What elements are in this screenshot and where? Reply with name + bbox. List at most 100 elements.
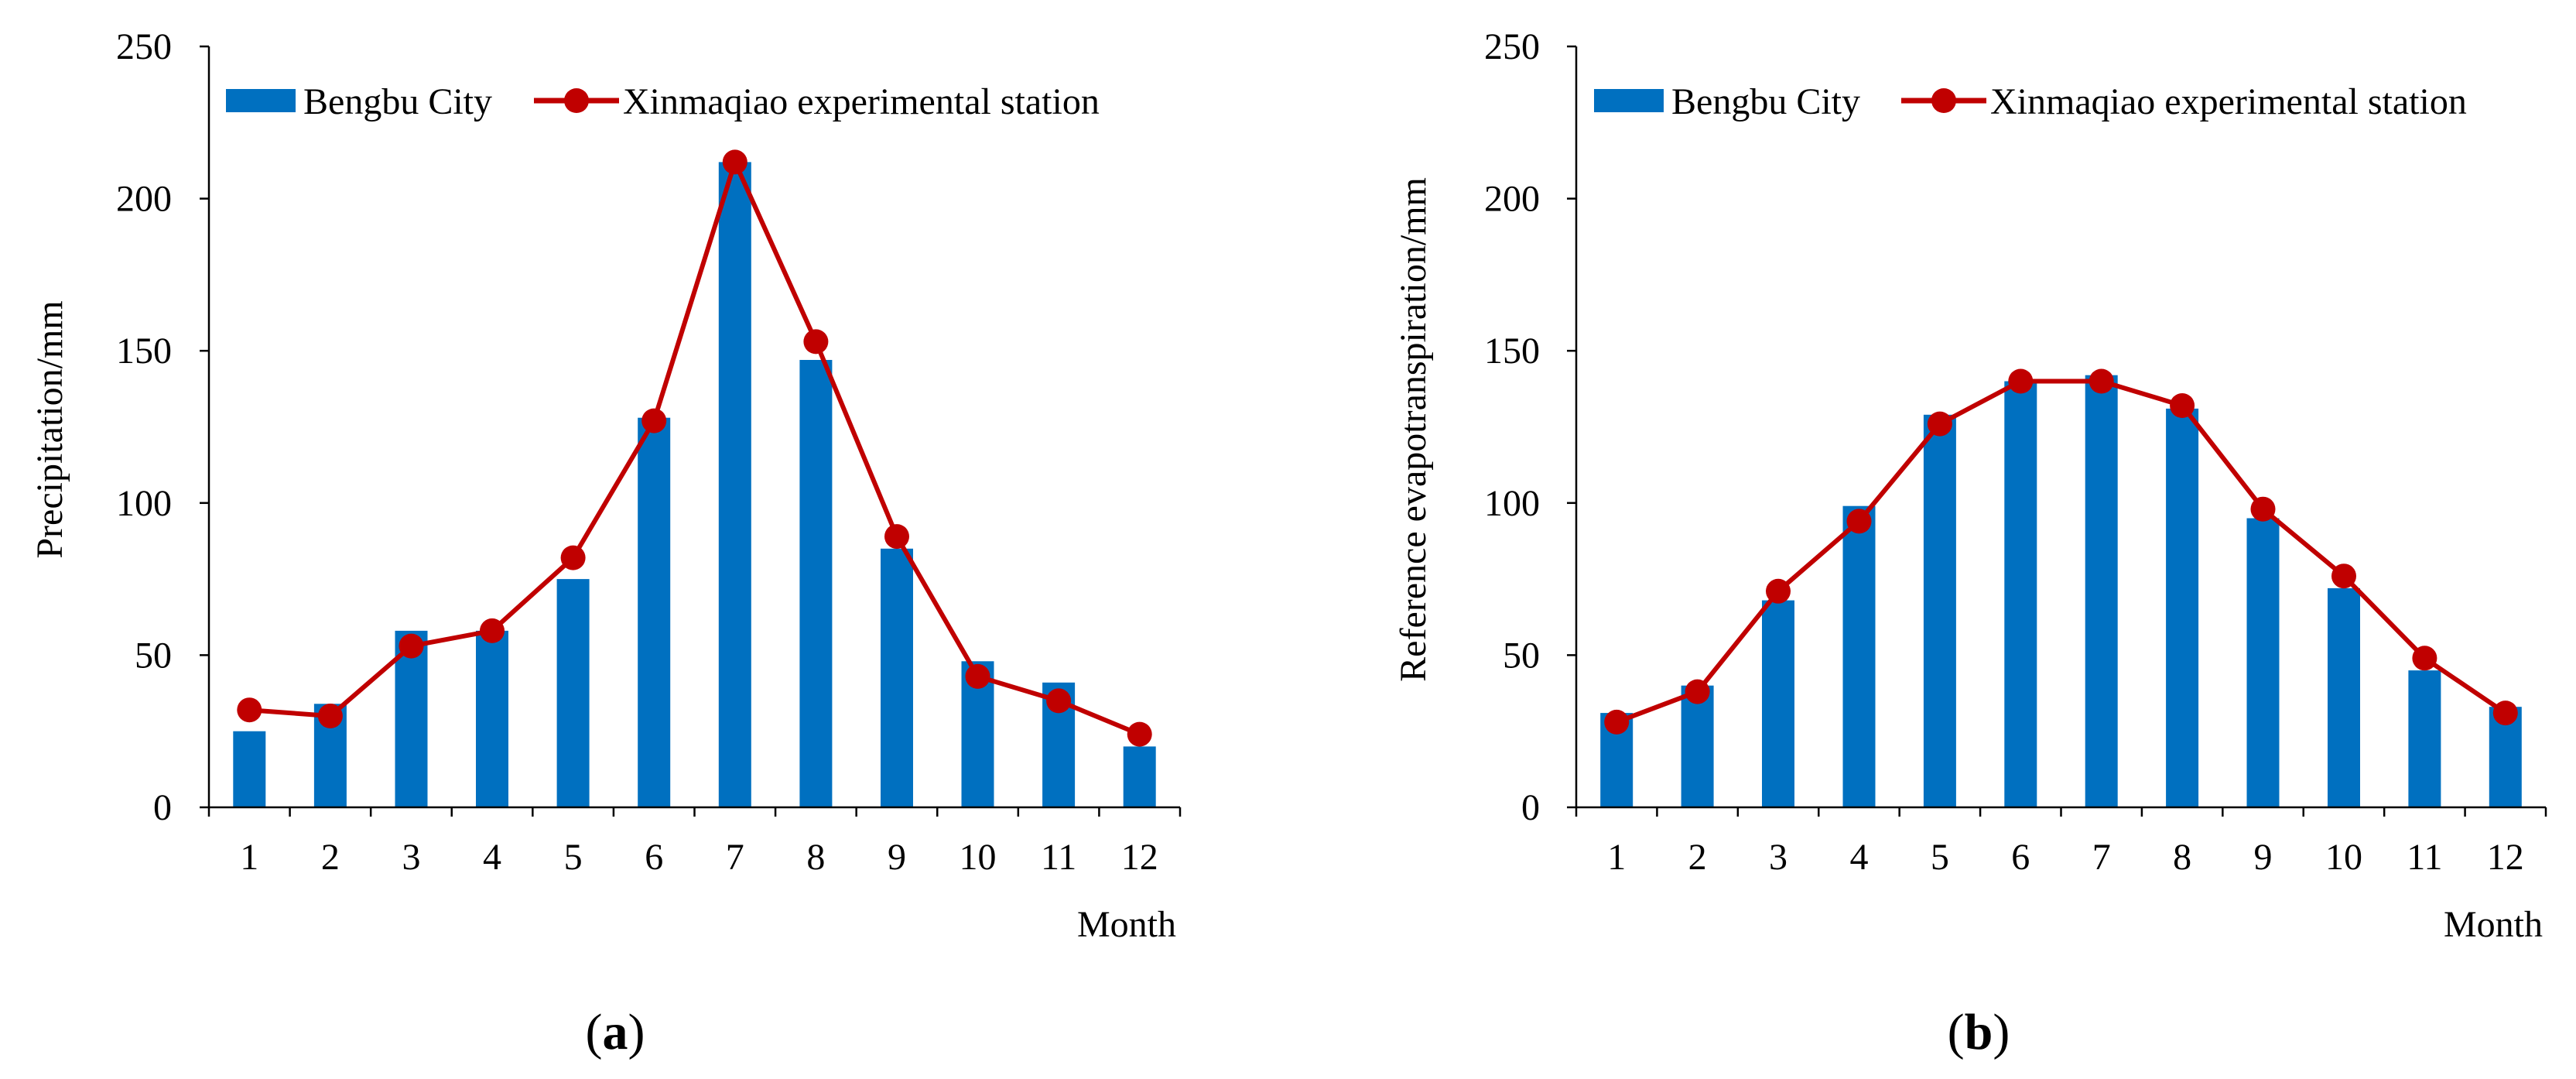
bar-9 [2246, 518, 2280, 807]
line-point-9 [884, 524, 909, 550]
line-point-9 [2250, 496, 2276, 522]
line-point-6 [641, 408, 667, 433]
y-tick-label: 250 [1484, 26, 1540, 67]
x-tick-label: 9 [888, 837, 906, 878]
bar-9 [881, 548, 913, 807]
x-axis-title: Month [1077, 904, 1176, 945]
x-tick-label: 3 [1769, 837, 1787, 878]
bar-12 [1123, 746, 1156, 807]
x-tick-label: 6 [2011, 837, 2030, 878]
bar-10 [2328, 587, 2360, 807]
y-tick-label: 200 [116, 179, 172, 220]
x-tick-label: 11 [1041, 837, 1076, 878]
x-tick-label: 9 [2254, 837, 2273, 878]
legend-label-line: Xinmaqiao experimental station [1990, 81, 2467, 122]
line-point-2 [317, 704, 343, 728]
line-point-8 [803, 329, 829, 355]
bar-4 [476, 630, 508, 807]
y-tick-label: 100 [1484, 483, 1540, 524]
line-point-8 [2170, 393, 2195, 418]
panel-label-b-letter: b [1965, 1004, 1993, 1060]
x-tick-label: 8 [2173, 837, 2191, 878]
x-tick-label: 5 [1931, 837, 1949, 878]
x-tick-label: 10 [2325, 837, 2362, 878]
bar-5 [1923, 414, 1956, 807]
x-tick-label: 4 [483, 837, 501, 878]
legend: Bengbu City Xinmaqiao experimental stati… [1594, 81, 2467, 122]
bar-8 [799, 360, 833, 807]
line-point-5 [1927, 411, 1952, 437]
series-line-xinmaqiao [1616, 379, 2507, 724]
legend: Bengbu City Xinmaqiao experimental stati… [226, 81, 1100, 122]
line-point-3 [399, 633, 424, 659]
line-point-1 [1604, 709, 1630, 735]
x-tick-label: 2 [321, 837, 340, 878]
legend-label-bar: Bengbu City [303, 81, 492, 122]
legend-bar-swatch [226, 89, 296, 112]
y-tick-label: 150 [1484, 331, 1540, 372]
x-axis-title: Month [2444, 904, 2543, 945]
line-point-10 [965, 663, 990, 689]
bar-6 [2004, 381, 2037, 807]
x-tick-label: 12 [2487, 837, 2524, 878]
legend-line-marker [1931, 88, 1956, 113]
y-tick-label: 150 [116, 331, 172, 372]
line-point-3 [1766, 578, 1791, 604]
bar-3 [1762, 600, 1794, 807]
y-axis-title-text: Precipitation/mm [29, 300, 70, 558]
legend-label-bar: Bengbu City [1671, 81, 1860, 122]
line-point-7 [722, 149, 747, 175]
x-tick-label: 7 [2092, 837, 2111, 878]
line-point-10 [2331, 563, 2356, 589]
x-tick-label: 1 [1607, 837, 1626, 878]
line-point-4 [480, 618, 505, 643]
bar-6 [638, 417, 671, 807]
line-point-12 [1127, 721, 1152, 747]
y-tick-label: 50 [135, 635, 172, 676]
panel-label-a: (a) [586, 1004, 645, 1060]
x-tick-label: 2 [1688, 837, 1707, 878]
line-point-5 [560, 545, 586, 570]
y-axis-title-text: Reference evapotranspiration/mm [1393, 177, 1434, 682]
line-point-11 [2412, 646, 2437, 671]
y-tick-label: 50 [1503, 635, 1540, 676]
line-point-7 [2089, 368, 2114, 394]
y-tick-label: 0 [1521, 787, 1540, 828]
y-axis-title: Precipitation/mm [29, 300, 70, 558]
line-point-12 [2492, 700, 2518, 726]
bar-4 [1842, 505, 1876, 807]
x-tick-label: 7 [726, 837, 744, 878]
bar-8 [2166, 408, 2199, 807]
bar-1 [233, 731, 266, 807]
bar-7 [718, 162, 751, 807]
y-tick-label: 100 [116, 483, 172, 524]
line-point-1 [237, 697, 262, 723]
bar-5 [556, 579, 590, 807]
legend-bar-swatch [1594, 89, 1664, 112]
line-point-2 [1685, 679, 1710, 704]
x-tick-label: 12 [1121, 837, 1158, 878]
bar-11 [2408, 670, 2441, 807]
line-point-6 [2008, 368, 2034, 394]
x-tick-label: 3 [402, 837, 420, 878]
x-tick-label: 4 [1849, 837, 1868, 878]
x-tick-label: 10 [960, 837, 997, 878]
x-tick-label: 11 [2407, 837, 2442, 878]
y-axis-title: Reference evapotranspiration/mm [1393, 177, 1434, 682]
x-tick-label: 6 [645, 837, 663, 878]
y-tick-label: 0 [153, 787, 172, 828]
legend-line-marker [564, 88, 589, 113]
x-tick-label: 5 [564, 837, 583, 878]
x-tick-label: 1 [240, 837, 258, 878]
y-tick-label: 200 [1484, 179, 1540, 220]
line-point-4 [1846, 509, 1872, 534]
chart-panel-b: Reference evapotranspiration/mm Month 0 5… [1393, 26, 2547, 1060]
bar-7 [2085, 375, 2118, 807]
bar-2 [1681, 685, 1714, 807]
panel-label-b: (b) [1948, 1004, 2010, 1060]
y-tick-label: 250 [116, 26, 172, 67]
line-point-11 [1046, 688, 1072, 714]
x-tick-label: 8 [806, 837, 825, 878]
